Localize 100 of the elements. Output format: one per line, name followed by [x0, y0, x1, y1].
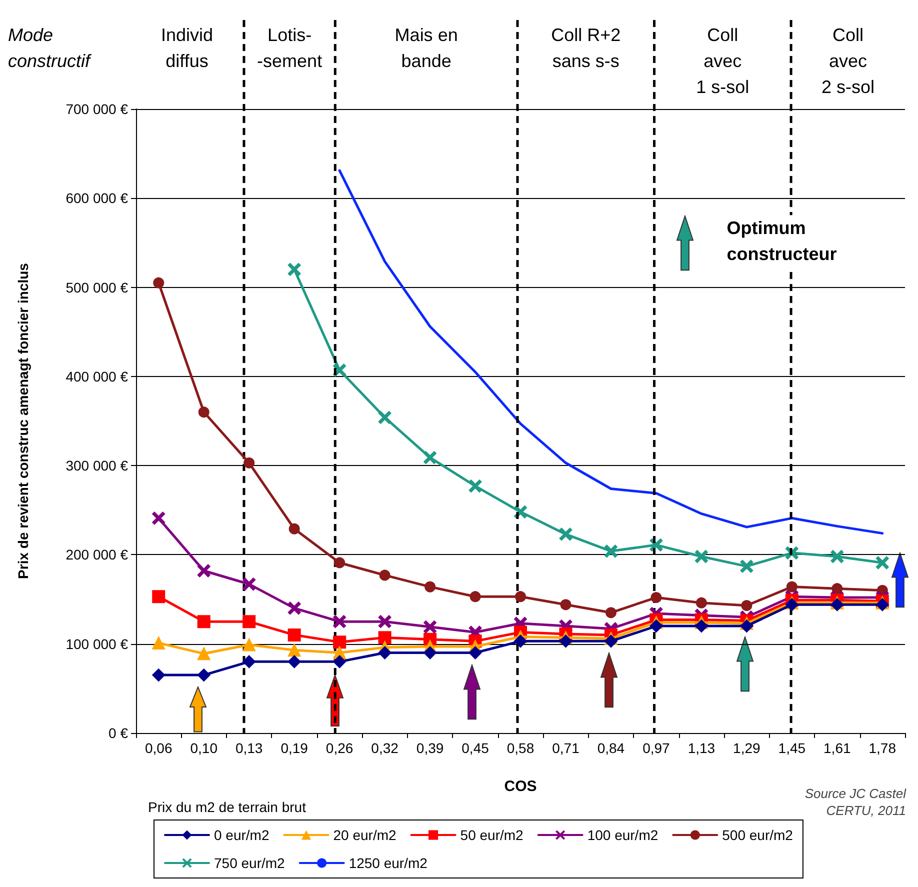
point	[197, 668, 210, 682]
point	[152, 512, 166, 525]
y-tick-label: 100 000 €	[66, 636, 128, 652]
legend-label: 500 eur/m2	[722, 827, 794, 843]
point	[741, 600, 752, 612]
y-tick-label: 700 000 €	[66, 101, 128, 117]
text: Coll R+2 sans s-s	[551, 25, 621, 71]
point	[740, 560, 754, 573]
point	[198, 406, 210, 418]
point	[242, 578, 256, 591]
legend-title: Prix du m2 de terrain brut	[148, 799, 306, 815]
point	[605, 607, 616, 618]
point	[152, 668, 166, 682]
y-tick-label: 400 000 €	[66, 368, 128, 384]
y-tick-label: 500 000 €	[66, 279, 128, 296]
x-tick-label: 0,19	[280, 740, 308, 756]
text: Lotis- -sement	[257, 25, 322, 71]
point	[424, 451, 437, 464]
point	[694, 620, 708, 633]
point	[424, 581, 436, 592]
legend-label: 0 eur/m2	[214, 827, 270, 843]
point	[242, 638, 256, 652]
point	[470, 591, 481, 602]
point	[830, 550, 844, 563]
point	[197, 647, 210, 660]
y-axis-title: Prix de revient construc amenagt foncier inclus	[15, 262, 31, 579]
text: Individ diffus	[160, 25, 213, 71]
point	[197, 615, 210, 628]
point	[152, 636, 166, 650]
legend-label: 750 eur/m2	[214, 855, 286, 871]
point	[694, 550, 708, 563]
point	[604, 544, 618, 558]
legend-label: 1250 eur/m2	[348, 855, 428, 871]
point	[242, 655, 256, 668]
point	[379, 570, 390, 581]
point	[333, 636, 346, 649]
point	[242, 615, 256, 628]
point	[468, 480, 482, 493]
point	[650, 538, 663, 552]
point	[288, 602, 301, 615]
x-tick-label: 0,39	[416, 740, 444, 756]
point	[288, 655, 301, 668]
x-tick-label: 0,84	[597, 740, 625, 756]
x-tick-label: 0,58	[506, 740, 534, 756]
point	[650, 592, 662, 603]
point	[152, 590, 166, 604]
point	[424, 646, 437, 660]
point	[832, 583, 843, 594]
y-tick-label: 600 000 €	[66, 190, 128, 206]
point	[333, 655, 346, 668]
point	[333, 615, 346, 628]
point	[288, 644, 301, 657]
point	[244, 457, 255, 468]
x-tick-label: 0,10	[190, 740, 218, 756]
point	[378, 631, 392, 644]
point	[560, 599, 572, 610]
x-tick-label: 0,71	[552, 740, 580, 756]
source-note: Source JC Castel CERTU, 2011	[804, 786, 908, 818]
point	[378, 615, 392, 628]
point	[333, 364, 346, 377]
y-tick-label: 300 000 €	[66, 458, 128, 474]
x-tick-label: 0,97	[642, 740, 670, 756]
text: Coll avec 1 s-sol	[696, 25, 750, 97]
point	[876, 556, 889, 570]
line-series	[338, 169, 884, 535]
point	[153, 277, 164, 288]
point	[604, 634, 618, 648]
x-tick-label: 0,32	[371, 740, 399, 756]
legend-label: 20 eur/m2	[333, 827, 396, 843]
point	[786, 581, 798, 592]
point	[378, 646, 392, 660]
legend-label: 50 eur/m2	[460, 827, 524, 843]
point	[334, 557, 346, 568]
point	[288, 262, 301, 276]
point	[650, 620, 663, 633]
legend-label: 100 eur/m2	[587, 827, 658, 843]
x-tick-label: 1,13	[688, 740, 716, 756]
y-tick-label: 200 000 €	[66, 546, 128, 563]
text: Mais en bande	[394, 25, 458, 71]
x-tick-label: 0,45	[462, 740, 490, 756]
x-tick-label: 0,13	[235, 740, 263, 756]
x-tick-label: 1,78	[868, 740, 896, 756]
point	[424, 620, 437, 634]
point	[288, 628, 301, 642]
point	[696, 597, 707, 608]
x-tick-label: 1,45	[778, 740, 806, 756]
y-tick-label: 0 €	[108, 725, 128, 741]
x-tick-label: 0,06	[144, 740, 172, 756]
point	[514, 634, 527, 648]
point	[378, 410, 392, 424]
point	[288, 523, 300, 534]
point	[740, 620, 754, 633]
annotation: Optimum constructeur	[726, 218, 837, 264]
point	[197, 564, 210, 578]
point	[515, 591, 526, 602]
x-tick-label: 1,29	[733, 740, 761, 756]
text: Coll avec 2 s-sol	[822, 25, 875, 97]
x-tick-label: 0,26	[326, 740, 354, 756]
text: Mode constructif	[8, 25, 92, 71]
point	[468, 646, 482, 660]
